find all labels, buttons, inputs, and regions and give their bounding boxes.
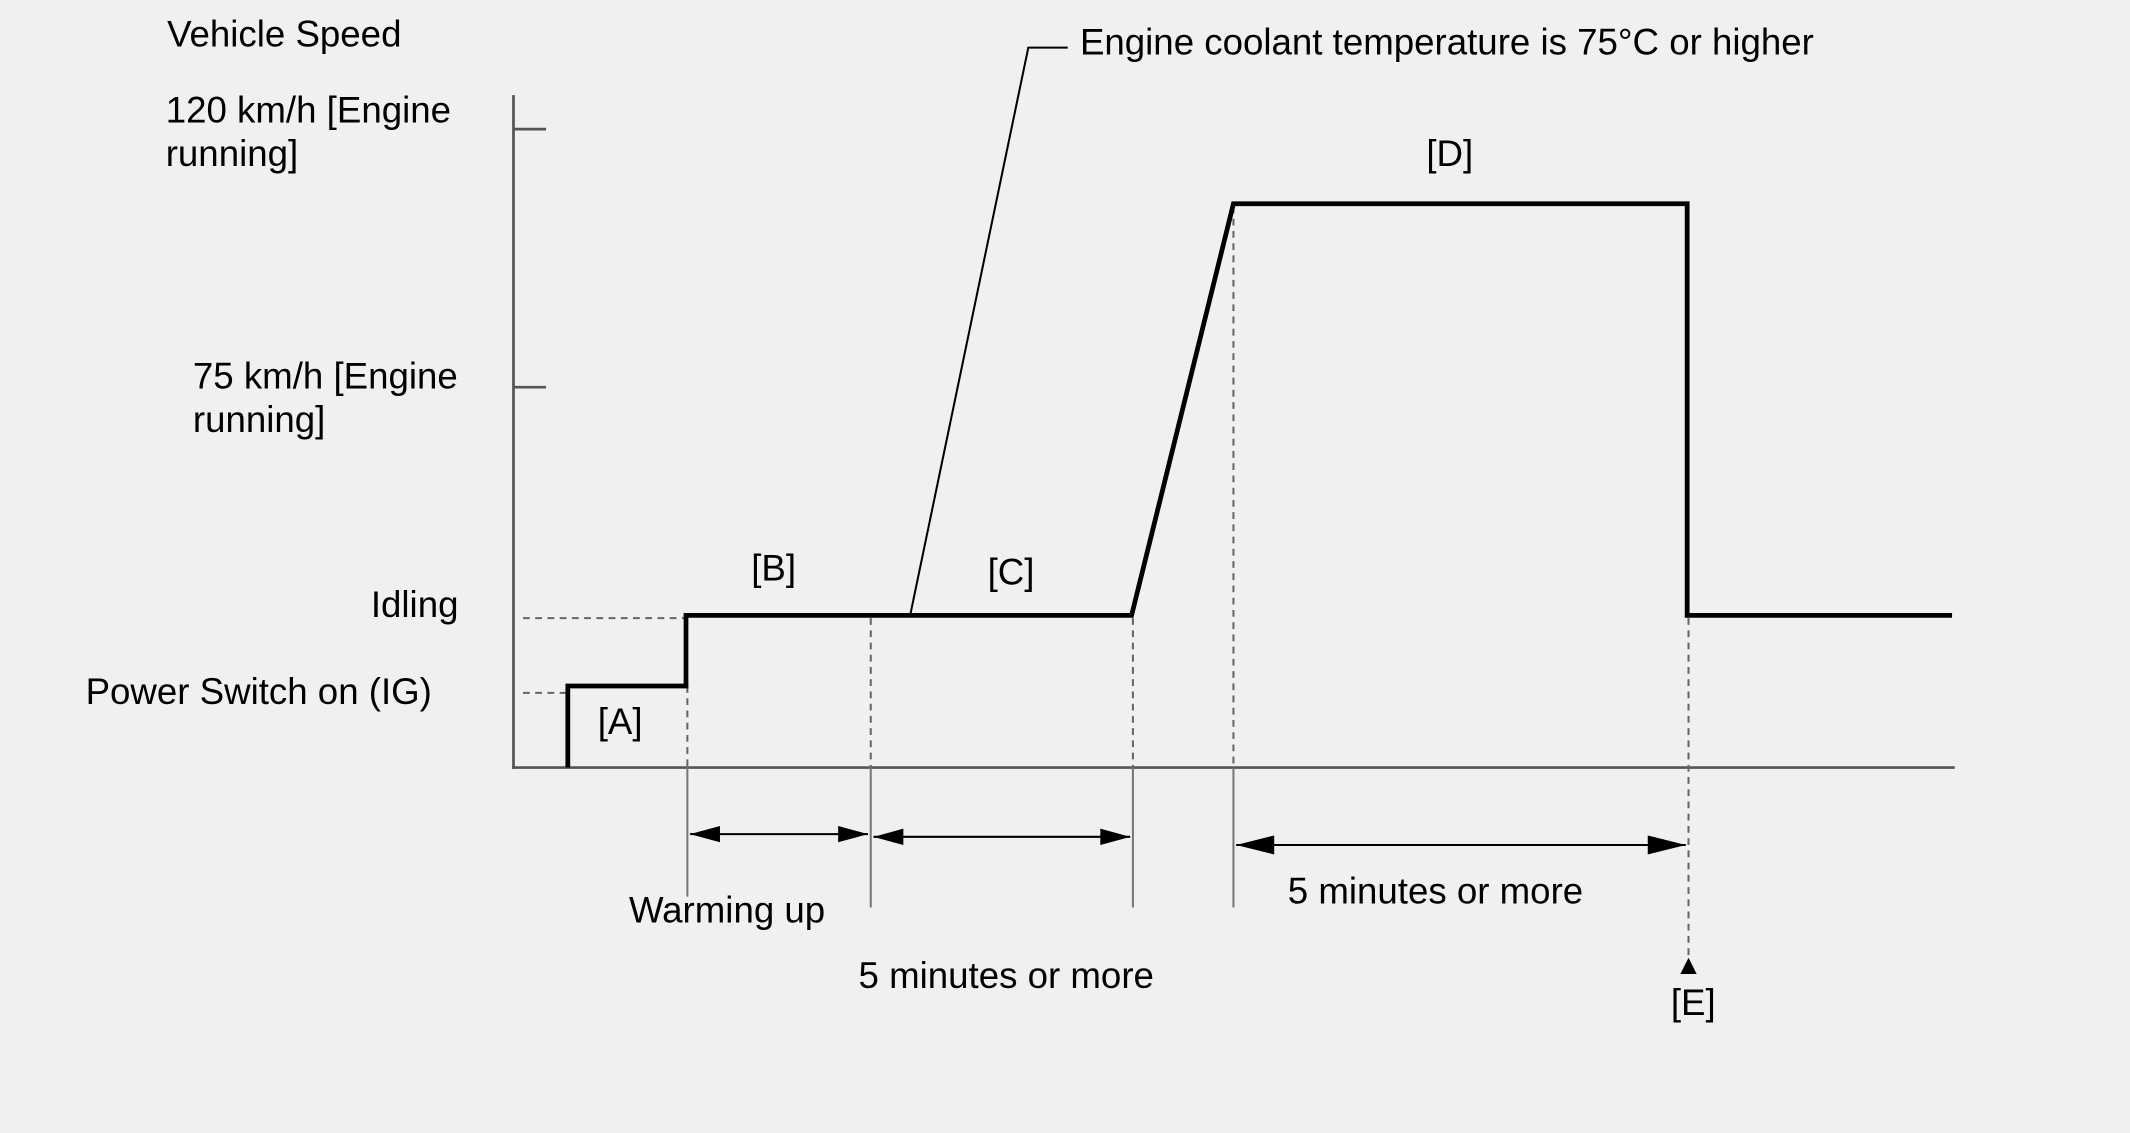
- annotation: 5 minutes or more: [859, 955, 1154, 996]
- phase-label: [D]: [1426, 133, 1473, 174]
- arrow-head: [1100, 828, 1131, 845]
- marker: [1680, 957, 1697, 975]
- arrow-head: [873, 828, 904, 845]
- annotation: Engine coolant temperature is 75°C or hi…: [1080, 22, 1814, 63]
- level-label: running]: [166, 133, 298, 174]
- arrow-head: [1236, 835, 1275, 855]
- leader-line: [909, 46, 1068, 616]
- annotation: Warming up: [629, 890, 825, 931]
- arrow-head: [690, 825, 720, 843]
- arrow-head: [838, 825, 869, 843]
- level-label: Power Switch on (IG): [86, 671, 432, 712]
- level-label: Idling: [371, 584, 459, 625]
- speed-profile: [565, 201, 1953, 768]
- level-label: 75 km/h [Engine: [193, 356, 458, 397]
- phase-label: [E]: [1671, 982, 1716, 1023]
- axis-title: Vehicle Speed: [167, 13, 401, 54]
- phase-label: [C]: [988, 551, 1035, 592]
- level-label: 120 km/h [Engine: [166, 89, 451, 130]
- level-label: running]: [193, 399, 325, 440]
- annotation: 5 minutes or more: [1288, 871, 1583, 912]
- phase-label: [B]: [751, 547, 796, 588]
- phase-label: [A]: [598, 701, 643, 742]
- arrow-head: [1647, 835, 1686, 855]
